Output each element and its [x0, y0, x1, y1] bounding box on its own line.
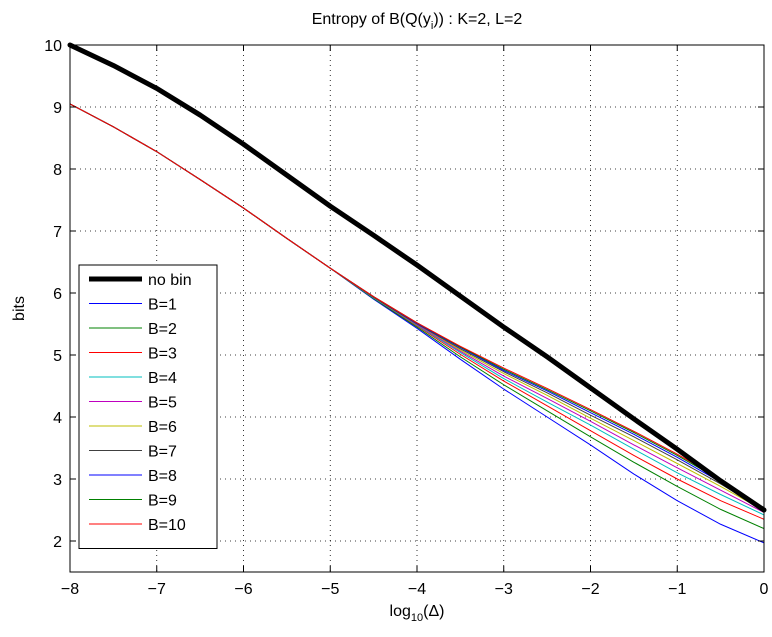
x-tick-label: −1: [668, 581, 686, 598]
legend: no bin B=1 B=2 B=3 B=4 B=5 B=6 B=7 B=8 B=9 B=10: [78, 264, 218, 549]
legend-label: B=1: [148, 297, 177, 314]
y-tick-label: 5: [53, 348, 62, 365]
legend-label: B=5: [148, 395, 177, 412]
x-tick-label: −8: [61, 581, 79, 598]
x-tick-label: −3: [495, 581, 513, 598]
y-axis-label: bits: [11, 296, 28, 321]
x-tick-label: 0: [760, 581, 769, 598]
chart-title: Entropy of B(Q(yi)) : K=2, L=2: [312, 11, 523, 32]
y-tick-label: 9: [53, 100, 62, 117]
y-tick-label: 8: [53, 162, 62, 179]
legend-box: [78, 264, 218, 549]
y-tick-labels: 2 3 4 5 6 7 8 9 10: [44, 38, 62, 551]
axis-ticks: [69, 44, 765, 572]
y-tick-label: 7: [53, 224, 62, 241]
x-tick-label: −4: [408, 581, 426, 598]
legend-label: B=2: [148, 321, 177, 338]
y-tick-label: 3: [53, 472, 62, 489]
series-lines: [67, 42, 767, 544]
y-tick-label: 4: [53, 410, 62, 427]
series-line-b-10: [69, 103, 765, 509]
x-tick-label: −7: [148, 581, 166, 598]
legend-label: no bin: [148, 272, 192, 289]
series-line-no-bin: [67, 42, 767, 513]
x-tick-label: −5: [321, 581, 339, 598]
legend-label: B=9: [148, 493, 177, 510]
legend-label: B=4: [148, 370, 177, 387]
legend-label: B=7: [148, 444, 177, 461]
x-tick-label: −2: [581, 581, 599, 598]
y-tick-label: 10: [44, 38, 62, 55]
x-tick-label: −6: [234, 581, 252, 598]
legend-label: B=3: [148, 346, 177, 363]
legend-label: B=8: [148, 468, 177, 485]
y-tick-label: 2: [53, 534, 62, 551]
x-axis-label: log10(Δ): [390, 603, 445, 624]
y-tick-label: 6: [53, 286, 62, 303]
legend-label: B=6: [148, 419, 177, 436]
x-tick-labels: −8 −7 −6 −5 −4 −3 −2 −1 0: [61, 581, 769, 598]
legend-label: B=10: [148, 517, 186, 534]
